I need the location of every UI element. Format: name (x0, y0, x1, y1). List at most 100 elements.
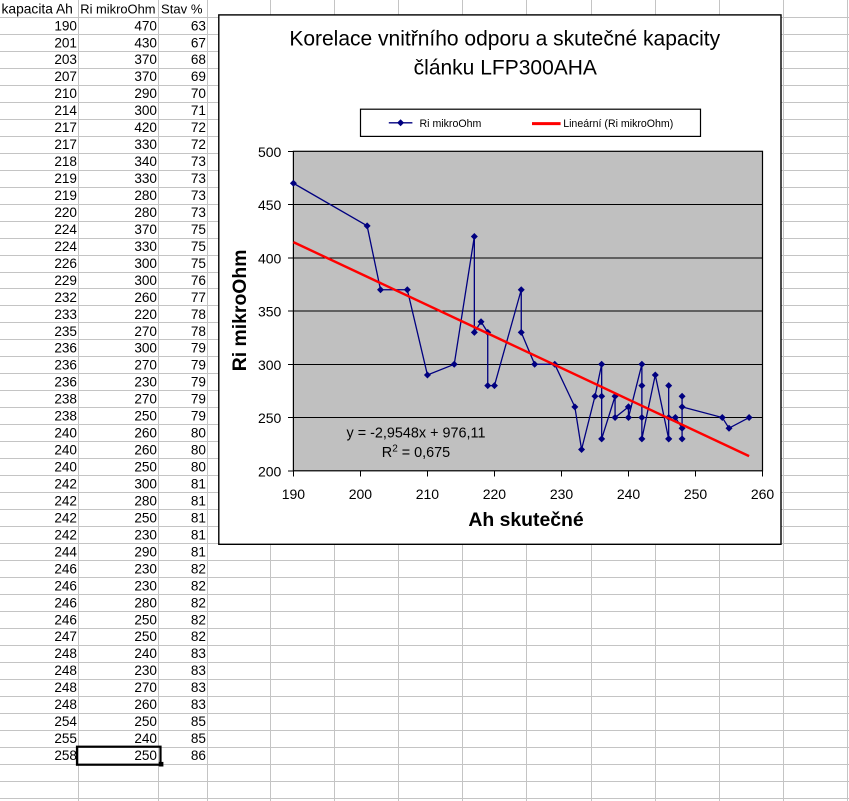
svg-text:232: 232 (54, 290, 77, 305)
svg-text:260: 260 (134, 290, 157, 305)
svg-text:83: 83 (191, 646, 206, 661)
svg-text:Ri mikroOhm: Ri mikroOhm (80, 1, 155, 16)
svg-text:230: 230 (550, 486, 574, 502)
svg-text:242: 242 (54, 494, 77, 509)
svg-text:220: 220 (54, 205, 77, 220)
svg-text:280: 280 (134, 494, 157, 509)
svg-text:300: 300 (134, 256, 157, 271)
svg-text:240: 240 (54, 460, 77, 475)
svg-text:270: 270 (134, 324, 157, 339)
svg-text:330: 330 (134, 137, 157, 152)
svg-text:250: 250 (134, 460, 157, 475)
svg-text:255: 255 (54, 731, 77, 746)
svg-text:290: 290 (134, 544, 157, 559)
svg-text:235: 235 (54, 324, 77, 339)
svg-text:83: 83 (191, 697, 206, 712)
svg-text:200: 200 (258, 463, 282, 479)
svg-text:242: 242 (54, 477, 77, 492)
svg-text:230: 230 (134, 578, 157, 593)
svg-text:70: 70 (191, 86, 207, 101)
svg-text:83: 83 (191, 680, 206, 695)
svg-text:224: 224 (54, 222, 77, 237)
svg-text:250: 250 (684, 486, 708, 502)
svg-text:73: 73 (191, 188, 206, 203)
svg-text:370: 370 (134, 222, 157, 237)
svg-text:73: 73 (191, 154, 206, 169)
svg-text:240: 240 (54, 426, 77, 441)
svg-text:článku LFP300AHA: článku LFP300AHA (414, 56, 597, 79)
svg-text:290: 290 (134, 86, 157, 101)
svg-text:250: 250 (134, 409, 157, 424)
svg-text:247: 247 (54, 629, 77, 644)
svg-text:244: 244 (54, 544, 77, 559)
svg-text:73: 73 (191, 205, 206, 220)
svg-text:85: 85 (191, 714, 206, 729)
svg-text:270: 270 (134, 680, 157, 695)
svg-text:Ah skutečné: Ah skutečné (468, 509, 584, 531)
svg-text:75: 75 (191, 239, 206, 254)
svg-text:81: 81 (191, 527, 206, 542)
svg-text:248: 248 (54, 697, 77, 712)
svg-text:280: 280 (134, 595, 157, 610)
svg-text:250: 250 (258, 410, 282, 426)
svg-text:233: 233 (54, 307, 77, 322)
svg-text:260: 260 (134, 443, 157, 458)
svg-text:330: 330 (134, 171, 157, 186)
svg-text:75: 75 (191, 256, 206, 271)
svg-text:260: 260 (751, 486, 775, 502)
svg-text:229: 229 (54, 273, 77, 288)
svg-text:250: 250 (134, 510, 157, 525)
svg-text:370: 370 (134, 52, 157, 67)
svg-text:219: 219 (54, 171, 77, 186)
svg-text:85: 85 (191, 731, 206, 746)
svg-text:72: 72 (191, 120, 206, 135)
svg-text:500: 500 (258, 144, 282, 160)
svg-text:68: 68 (191, 52, 206, 67)
svg-text:246: 246 (54, 595, 77, 610)
svg-text:Ri mikroOhm: Ri mikroOhm (420, 118, 482, 130)
svg-text:217: 217 (54, 120, 77, 135)
svg-text:236: 236 (54, 375, 77, 390)
svg-text:Korelace vnitřního odporu a sk: Korelace vnitřního odporu a skutečné kap… (289, 28, 720, 51)
svg-text:207: 207 (54, 69, 77, 84)
svg-text:300: 300 (134, 103, 157, 118)
svg-text:214: 214 (54, 103, 77, 118)
svg-text:250: 250 (134, 629, 157, 644)
svg-text:210: 210 (54, 86, 77, 101)
svg-text:250: 250 (134, 612, 157, 627)
svg-text:270: 270 (134, 358, 157, 373)
svg-text:Ri mikroOhm: Ri mikroOhm (229, 250, 251, 372)
svg-text:80: 80 (191, 460, 207, 475)
svg-text:220: 220 (134, 307, 157, 322)
svg-text:69: 69 (191, 69, 206, 84)
svg-text:240: 240 (134, 731, 157, 746)
svg-text:236: 236 (54, 341, 77, 356)
svg-text:81: 81 (191, 510, 206, 525)
svg-text:71: 71 (191, 103, 206, 118)
svg-text:280: 280 (134, 205, 157, 220)
svg-text:230: 230 (134, 561, 157, 576)
svg-text:82: 82 (191, 629, 206, 644)
svg-text:79: 79 (191, 375, 206, 390)
svg-text:Lineární (Ri mikroOhm): Lineární (Ri mikroOhm) (563, 118, 673, 130)
svg-text:270: 270 (134, 392, 157, 407)
svg-text:246: 246 (54, 578, 77, 593)
svg-text:72: 72 (191, 137, 206, 152)
svg-text:R2 = 0,675: R2 = 0,675 (382, 443, 450, 461)
svg-text:kapacita Ah: kapacita Ah (2, 1, 73, 16)
svg-text:190: 190 (54, 18, 77, 33)
svg-text:248: 248 (54, 646, 77, 661)
svg-text:79: 79 (191, 341, 206, 356)
svg-text:238: 238 (54, 392, 77, 407)
svg-text:246: 246 (54, 612, 77, 627)
svg-text:67: 67 (191, 35, 206, 50)
svg-text:450: 450 (258, 197, 282, 213)
svg-text:83: 83 (191, 663, 206, 678)
svg-text:81: 81 (191, 477, 206, 492)
svg-text:218: 218 (54, 154, 77, 169)
svg-text:260: 260 (134, 697, 157, 712)
svg-text:240: 240 (54, 443, 77, 458)
svg-text:230: 230 (134, 375, 157, 390)
svg-text:219: 219 (54, 188, 77, 203)
svg-text:350: 350 (258, 304, 282, 320)
